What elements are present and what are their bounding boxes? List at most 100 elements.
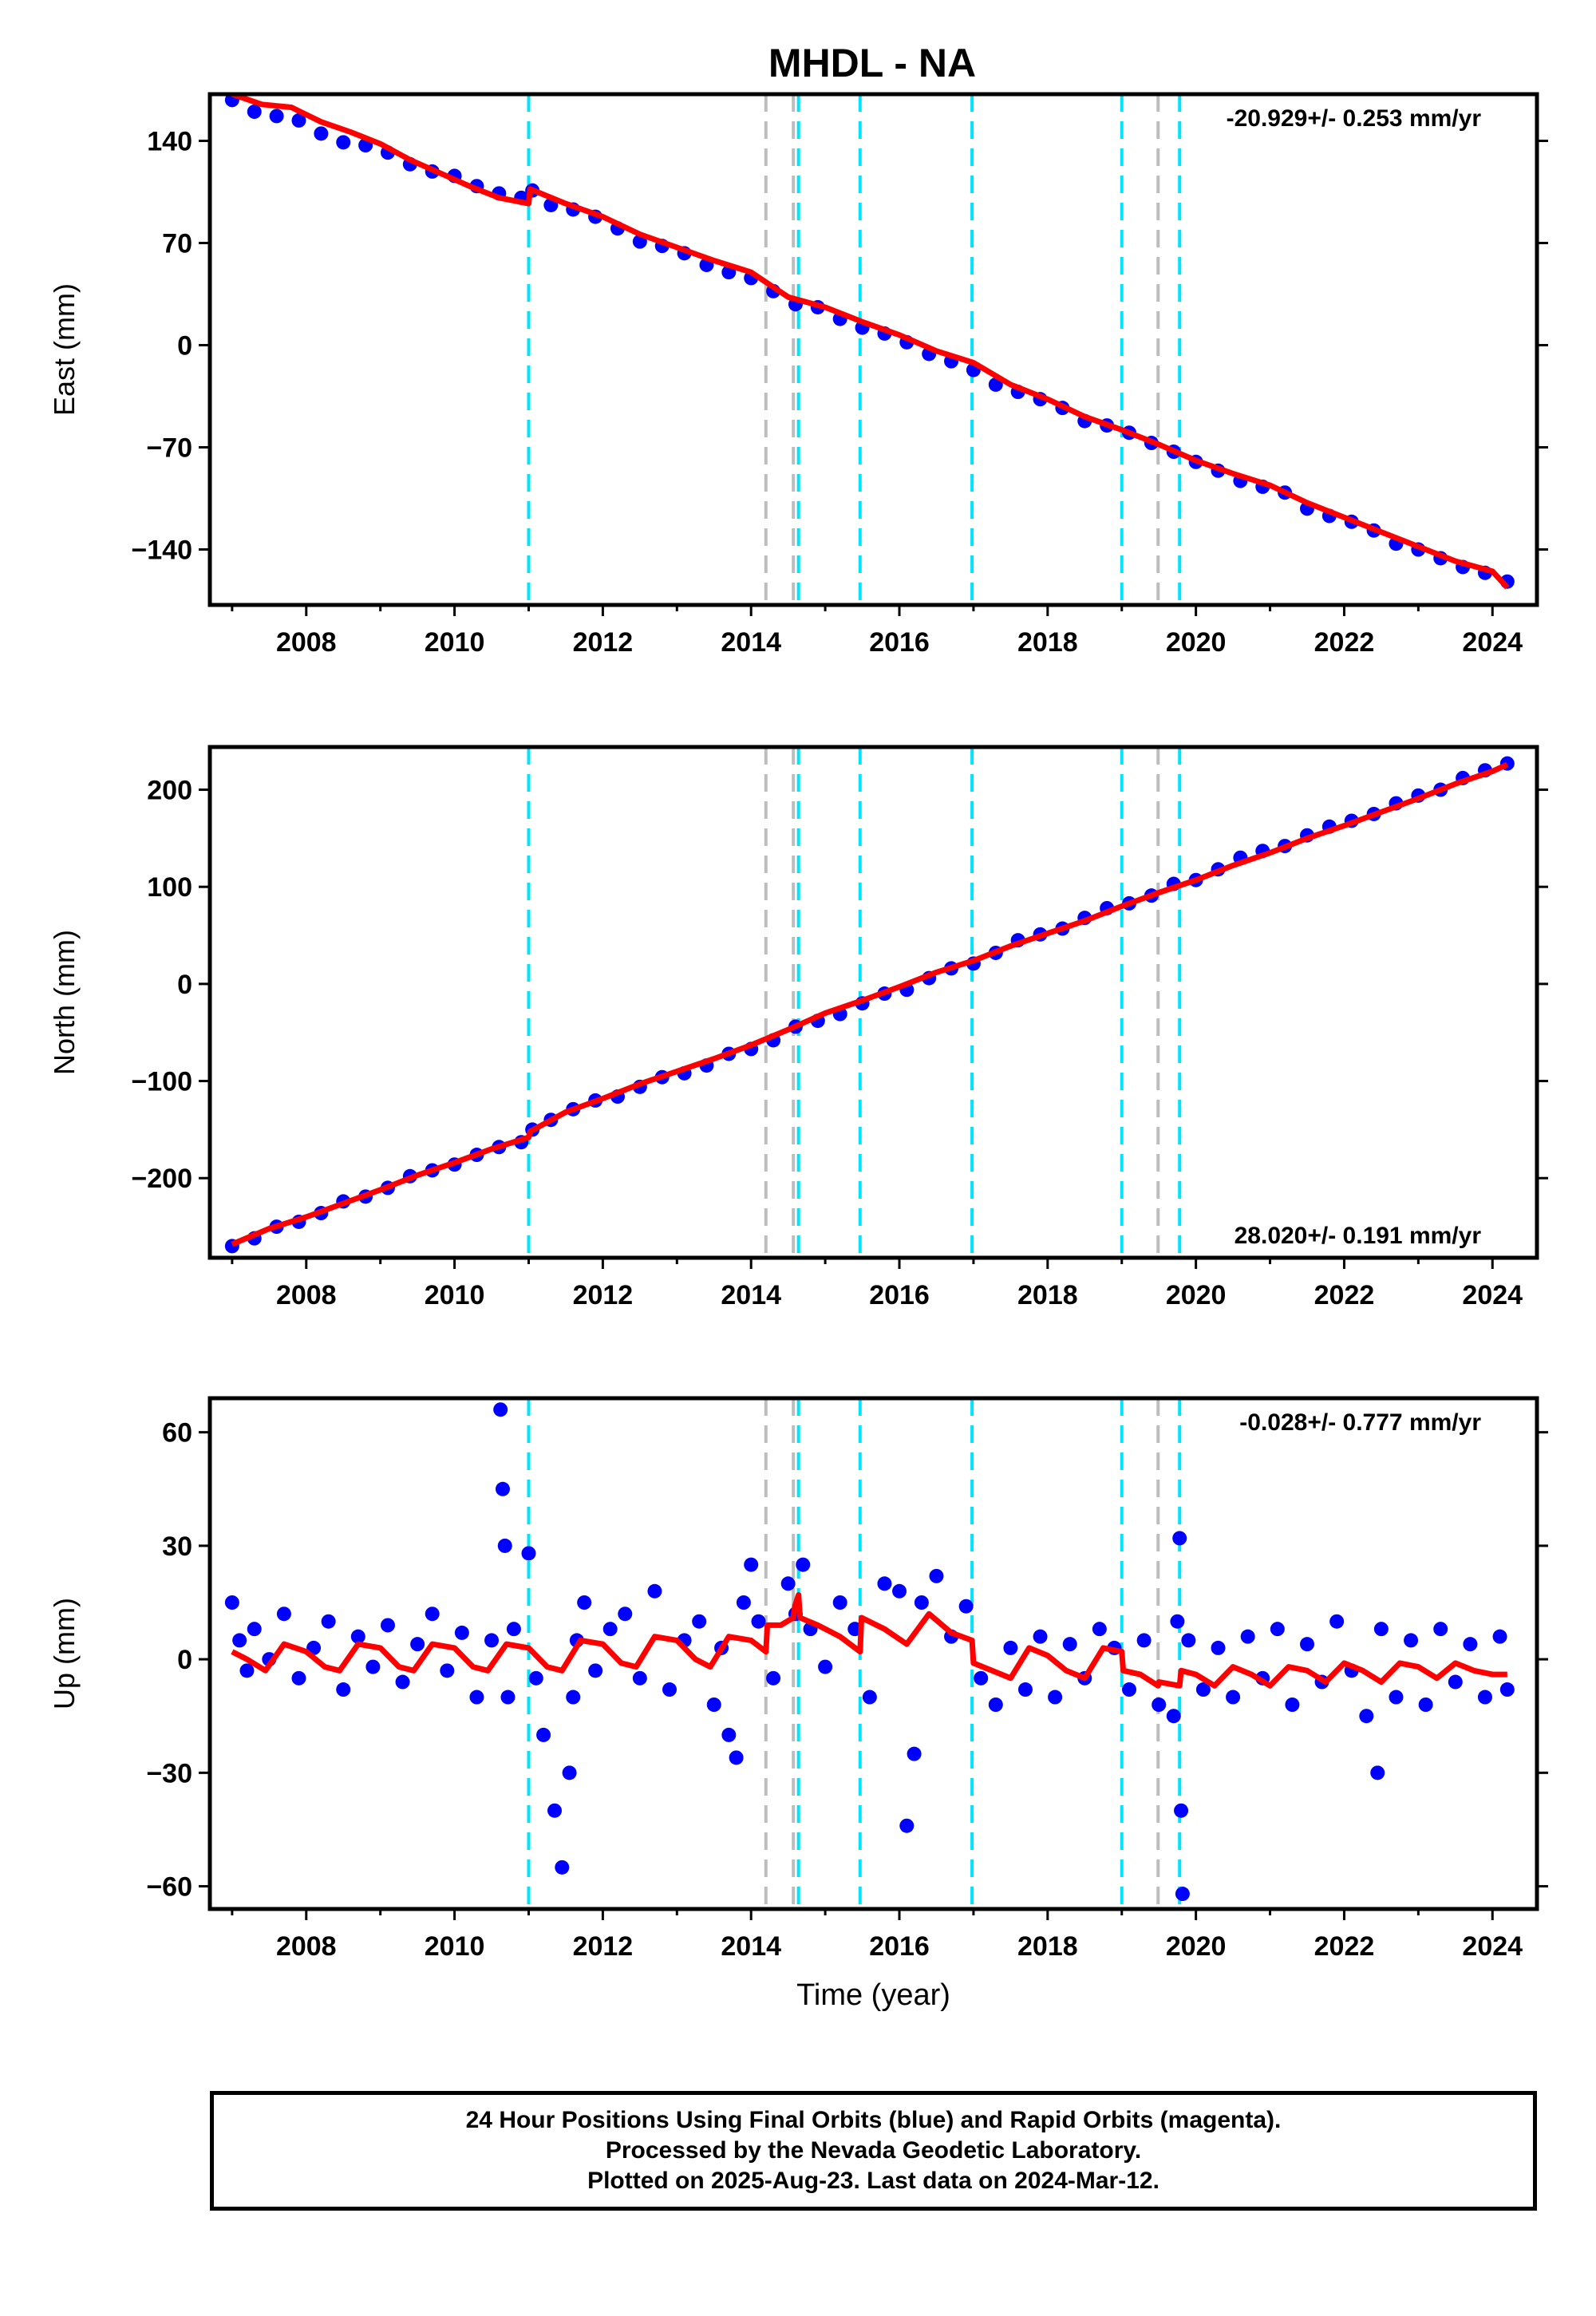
up-obs-point-65 [958,1599,974,1614]
up-obs-point-17 [454,1625,469,1640]
up-obs-point-57 [862,1690,877,1705]
up-obs-point-74 [1092,1622,1107,1637]
up-obs-point-22 [497,1538,512,1553]
up-obs-point-24 [506,1622,521,1637]
up-obs-point-61 [907,1746,922,1761]
up-obs-point-101 [1418,1697,1433,1712]
east-xtick-label-3: 2014 [721,627,781,658]
up-obs-point-59 [892,1583,907,1599]
up-obs-point-70 [1033,1629,1048,1644]
up-obs-point-90 [1270,1622,1285,1637]
up-obs-point-102 [1433,1622,1448,1637]
up-obs-point-30 [562,1765,577,1780]
up-obs-point-100 [1404,1633,1419,1648]
up-obs-point-80 [1170,1614,1185,1629]
up-obs-point-20 [493,1402,508,1417]
up-obs-point-6 [291,1670,306,1686]
east-xtick-label-5: 2018 [1017,627,1078,658]
north-panel: 200 100 0 −100 −200 2008 2010 2012 2014 2016 2018 2… [48,745,1548,1310]
up-obs-point-86 [1211,1640,1226,1655]
north-xtick-label-2: 2012 [573,1280,634,1310]
east-xtick-label-4: 2016 [869,627,930,658]
up-obs-point-71 [1048,1690,1063,1705]
east-ytick-label-4: −140 [131,536,192,566]
up-obs-point-38 [647,1583,662,1599]
east-ytick-label-1: 70 [162,229,192,259]
up-obs-point-33 [577,1595,592,1610]
up-obs-point-29 [555,1860,570,1875]
up-obs-point-77 [1136,1633,1152,1648]
up-obs-point-92 [1299,1637,1314,1652]
up-xtick-label-8: 2024 [1462,1931,1523,1962]
up-obs-point-104 [1463,1637,1478,1652]
up-xtick-label-7: 2022 [1314,1931,1375,1962]
up-obs-point-94 [1329,1614,1345,1629]
up-obs-point-105 [1477,1690,1492,1705]
up-obs-point-42 [706,1697,721,1712]
up-obs-point-50 [780,1576,796,1591]
east-panel: 140 70 0 −70 −140 2008 2010 2012 2014 2016 2018 202… [48,92,1548,658]
up-xtick-label-6: 2020 [1166,1931,1227,1962]
up-obs-point-78 [1152,1697,1167,1712]
up-obs-point-13 [395,1674,410,1690]
north-model-line [231,761,1509,1247]
up-panel: 60 30 0 −30 −60 2008 2010 2012 2014 2016 2018 2020 2… [48,1396,1548,2012]
east-xtick-label-7: 2022 [1314,627,1375,658]
up-obs-point-34 [588,1663,603,1678]
up-obs-point-46 [736,1595,751,1610]
up-xtick-label-4: 2016 [869,1931,930,1962]
up-obs-point-44 [721,1727,737,1742]
east-obs-point-3 [291,113,306,128]
north-ytick-label-4: −200 [131,1164,192,1194]
footer-line-3: Plotted on 2025-Aug-23. Last data on 202… [587,2168,1159,2194]
east-plot-area [224,94,1515,590]
north-xtick-label-7: 2022 [1314,1280,1375,1310]
north-xtick-label-4: 2016 [869,1280,930,1310]
up-model-line [231,1592,1507,1689]
up-obs-point-54 [818,1659,833,1674]
up-obs-point-45 [729,1750,744,1765]
up-obs-point-76 [1122,1682,1137,1697]
up-ytick-label-2: 0 [177,1645,192,1675]
east-xtick-label-1: 2010 [425,627,485,658]
north-xtick-label-3: 2014 [721,1280,781,1310]
up-obs-point-19 [484,1633,500,1648]
up-ylabel: Up (mm) [48,1598,81,1709]
up-obs-point-48 [751,1614,766,1629]
north-xtick-label-6: 2020 [1166,1280,1227,1310]
up-obs-point-5 [276,1607,291,1622]
up-obs-point-2 [239,1663,255,1678]
up-obs-point-27 [536,1727,551,1742]
up-obs-point-55 [832,1595,847,1610]
up-obs-point-98 [1373,1622,1389,1637]
up-obs-point-49 [766,1670,781,1686]
up-obs-point-72 [1062,1637,1077,1652]
up-obs-point-12 [380,1618,395,1633]
up-obs-point-47 [744,1557,759,1572]
up-obs-point-96 [1359,1709,1374,1724]
up-xlabel: Time (year) [796,1978,950,2012]
up-xtick-label-2: 2012 [573,1931,634,1962]
up-obs-point-1 [232,1633,247,1648]
up-obs-point-10 [350,1629,365,1644]
east-xtick-label-6: 2020 [1166,627,1227,658]
up-obs-point-69 [1017,1682,1033,1697]
up-obs-point-87 [1226,1690,1241,1705]
north-ytick-label-2: 0 [177,970,192,1000]
north-xtick-label-0: 2008 [276,1280,337,1310]
north-xtick-label-8: 2024 [1462,1280,1523,1310]
east-xtick-label-2: 2012 [573,627,634,658]
east-obs-point-5 [336,135,351,150]
north-xtick-label-1: 2010 [425,1280,485,1310]
east-ytick-label-3: −70 [146,433,192,464]
up-obs-point-36 [618,1607,633,1622]
up-frame [207,1396,1539,1911]
up-obs-point-103 [1448,1674,1463,1690]
north-xtick-label-5: 2018 [1017,1280,1078,1310]
east-ytick-label-2: 0 [177,331,192,362]
north-ytick-label-0: 200 [147,776,192,806]
north-ytick-label-1: 100 [147,872,192,903]
up-obs-point-21 [495,1481,510,1496]
north-rate-label: 28.020+/- 0.191 mm/yr [1235,1223,1482,1249]
